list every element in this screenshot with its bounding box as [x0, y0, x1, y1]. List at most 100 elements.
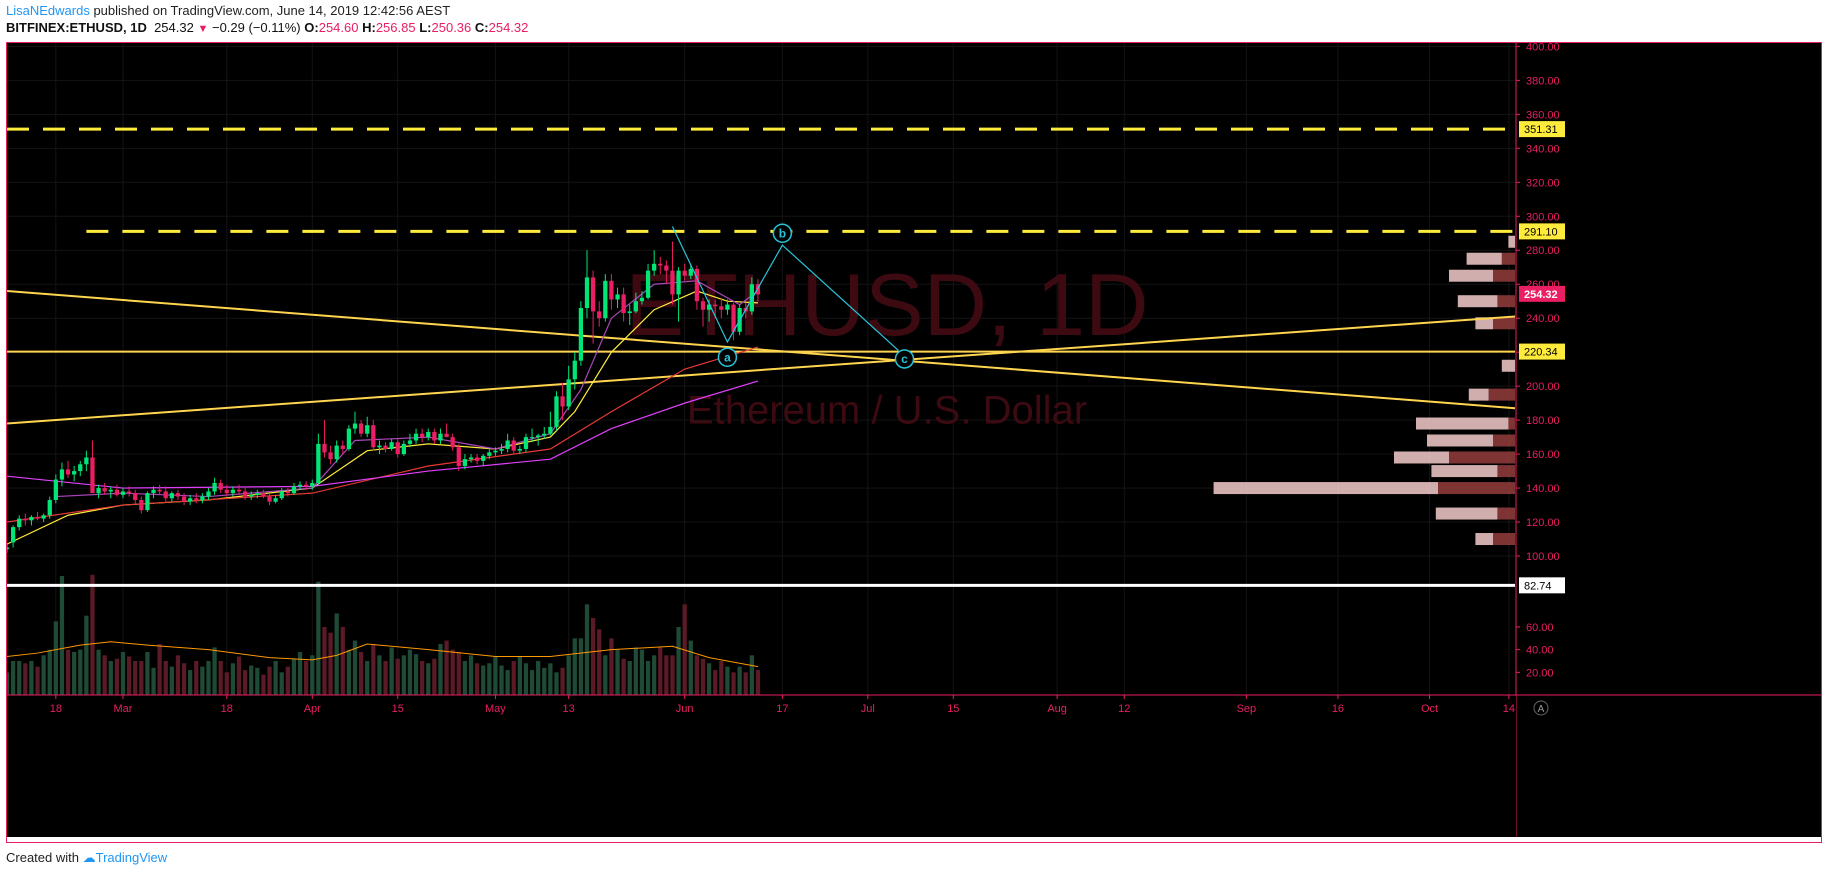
volume-bar: [700, 658, 706, 695]
auto-scale-button[interactable]: A: [1533, 700, 1549, 716]
volume-bar: [645, 661, 651, 695]
tradingview-link[interactable]: TradingView: [95, 850, 168, 865]
last-price: 254.32: [154, 20, 194, 35]
candle: [554, 391, 559, 431]
candle-body: [242, 491, 248, 497]
price-tick-label: 160.00: [1526, 449, 1560, 461]
volume-bar: [242, 670, 248, 695]
candle-body: [420, 433, 425, 438]
volume-profile-up: [1416, 417, 1509, 430]
candle: [603, 274, 608, 322]
auto-scale-circle[interactable]: [1533, 700, 1549, 716]
candle: [462, 454, 468, 470]
trend-line: [6, 290, 1516, 410]
volume-bar: [322, 627, 327, 695]
candle: [487, 448, 492, 460]
volume-bar: [407, 649, 413, 695]
candle-body: [688, 268, 693, 276]
price-tick-label: 100.00: [1526, 551, 1560, 563]
volume-bar: [706, 663, 712, 695]
time-axis[interactable]: 18 Mar 18 Apr 15 May 13 Jun 17 Jul 15 Aug 12 Sep 16 Oct…: [7, 694, 1821, 837]
price-label-box: [1519, 223, 1565, 240]
volume-bar: [212, 647, 217, 695]
candle: [151, 486, 156, 499]
candle: [212, 477, 217, 495]
volume-bar: [175, 655, 181, 695]
candle: [413, 428, 419, 444]
candle: [511, 437, 516, 455]
candle-body: [401, 443, 406, 455]
candle-body: [450, 437, 455, 448]
symbol-quote-bar: BITFINEX:ETHUSD, 1D 254.32 ▼ −0.29 (−0.1…: [6, 20, 528, 35]
candle-body: [169, 493, 174, 499]
volume-bar: [29, 661, 34, 695]
volume-bar: [615, 649, 620, 695]
candle: [536, 433, 541, 446]
price-label-box: [1519, 285, 1565, 302]
chart-panel[interactable]: ETHUSD, 1D Ethereum / U.S. Dollar a b c 40…: [4, 41, 1822, 843]
candle-body: [157, 489, 162, 492]
time-tick-label: 14: [1503, 703, 1515, 715]
volume-bar: [328, 632, 333, 695]
candle-body: [230, 489, 236, 494]
candle-body: [413, 433, 419, 441]
candle: [200, 493, 205, 504]
down-arrow-icon: ▼: [197, 23, 209, 35]
volume-bar: [371, 644, 376, 695]
author-link[interactable]: LisaNEdwards: [6, 3, 90, 18]
candle: [236, 484, 242, 495]
candle-body: [694, 268, 700, 302]
volume-bar: [529, 670, 535, 695]
volume-bar: [78, 649, 83, 695]
candle-body: [554, 396, 559, 427]
candle-body: [645, 270, 651, 298]
volume-bar: [249, 665, 254, 695]
price-tick-label: 320.00: [1526, 177, 1560, 189]
candle-body: [474, 457, 480, 461]
volume-bar: [310, 655, 315, 695]
candle-body: [523, 437, 529, 449]
volume-bar: [346, 649, 352, 695]
volume-bar: [90, 574, 95, 695]
candle-body: [53, 479, 58, 500]
time-tick-label: 18: [221, 703, 233, 715]
time-tick-label: 12: [1118, 703, 1130, 715]
moving-average-line: [6, 380, 759, 489]
volume-bar: [749, 655, 754, 695]
candle-body: [267, 496, 272, 502]
volume-profile: [1213, 235, 1515, 546]
time-tick-label: 15: [392, 703, 404, 715]
candle: [688, 263, 693, 280]
candle: [126, 486, 132, 497]
candle: [700, 297, 706, 327]
volume-bar: [517, 656, 522, 695]
candle-body: [102, 488, 107, 492]
volume-profile-down: [1501, 252, 1515, 265]
volume-bar: [664, 655, 669, 695]
candle: [267, 493, 272, 506]
candle-body: [700, 301, 706, 310]
candle: [542, 426, 547, 439]
volume-bar: [554, 672, 559, 695]
close-value: 254.32: [488, 20, 529, 35]
candle-body: [389, 442, 394, 449]
volume-bar: [481, 665, 486, 695]
candle-body: [590, 277, 596, 312]
candle-body: [481, 455, 486, 461]
auto-scale-label[interactable]: A: [1538, 704, 1545, 715]
volume-bar: [10, 661, 16, 695]
candle: [499, 443, 504, 455]
candle-body: [145, 493, 150, 511]
volume-bar: [261, 674, 266, 695]
volume-bar: [108, 661, 113, 695]
volume-profile-up: [1449, 269, 1493, 282]
candle-body: [78, 464, 83, 472]
candle: [627, 304, 632, 325]
candle-body: [456, 447, 461, 466]
price-label-box: [1519, 577, 1565, 594]
price-chart[interactable]: ETHUSD, 1D Ethereum / U.S. Dollar a b c 40…: [4, 41, 1821, 837]
candle-body: [377, 445, 382, 448]
candle: [407, 433, 413, 448]
price-tick-label: 140.00: [1526, 483, 1560, 495]
candle: [572, 352, 577, 390]
